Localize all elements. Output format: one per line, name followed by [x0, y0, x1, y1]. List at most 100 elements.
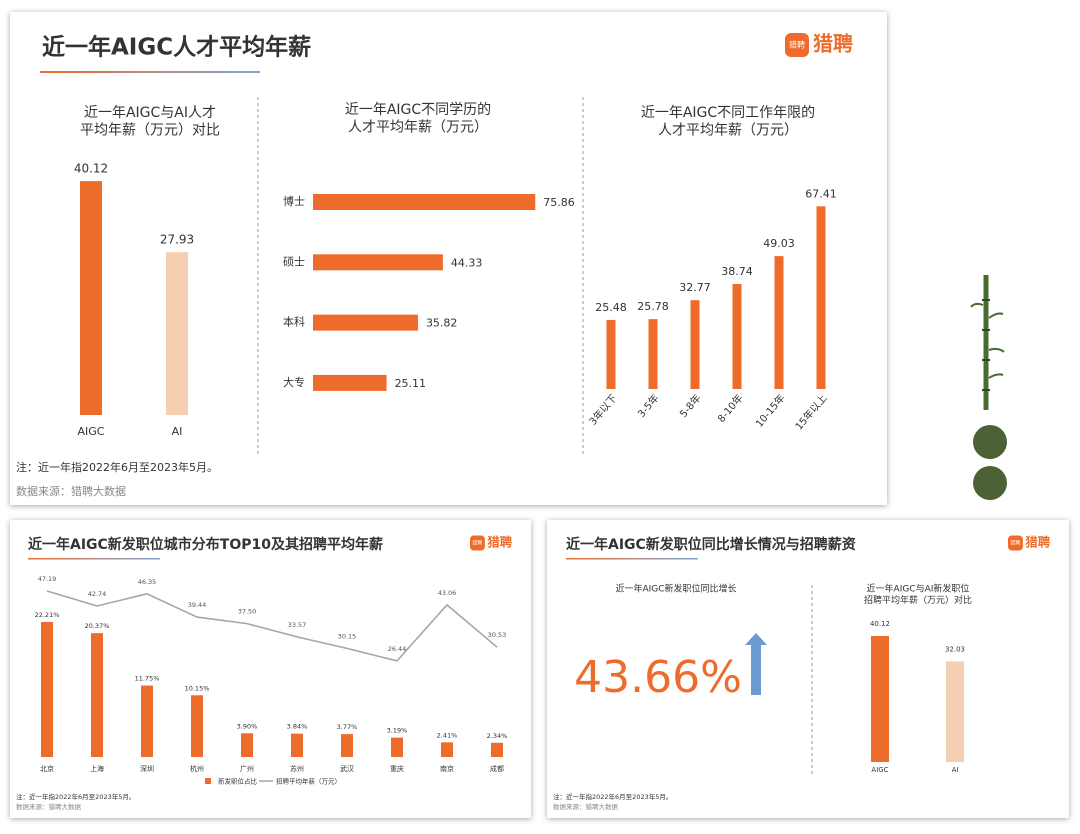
value-label: 20.37%: [85, 622, 110, 630]
value-label: 30.53: [488, 631, 507, 639]
logo-icon-text: 猎聘: [789, 40, 805, 50]
category-label: 武汉: [340, 764, 354, 773]
panel: [547, 520, 1069, 818]
value-label: 25.78: [637, 300, 669, 313]
value-label: 32.77: [679, 281, 711, 294]
category-label: 硕士: [283, 255, 305, 268]
value-label: 38.74: [721, 265, 753, 278]
value-label: 25.48: [595, 301, 627, 314]
value-label: 67.41: [805, 187, 837, 200]
bar: [946, 661, 964, 762]
stat-value: 43.66%: [574, 652, 742, 703]
logo-text: 猎聘: [487, 535, 512, 550]
value-label: 3.77%: [337, 723, 358, 731]
value-label: 3.19%: [387, 727, 408, 735]
bar: [648, 319, 658, 389]
value-label: 47.19: [38, 575, 57, 583]
underline: [40, 71, 260, 73]
category-label: AI: [952, 766, 959, 774]
bar: [141, 685, 153, 757]
category-label: 大专: [283, 375, 305, 389]
bar: [313, 314, 418, 331]
panel-title: 近一年AIGC新发职位城市分布TOP10及其招聘平均年薪: [28, 536, 383, 553]
chart-title: 近一年AIGC不同学历的: [345, 102, 491, 118]
chart-title: 近一年AIGC与AI人才: [84, 105, 216, 121]
bar: [391, 737, 403, 757]
arrow: [745, 633, 767, 695]
bar: [291, 733, 303, 757]
panel: [10, 12, 887, 505]
value-label: 33.57: [288, 621, 307, 629]
value-label: 43.06: [438, 589, 457, 597]
bar: [80, 181, 102, 415]
line: [46, 590, 498, 662]
underline: [566, 558, 698, 560]
panel-title: 近一年AIGC新发职位同比增长情况与招聘薪资: [566, 536, 856, 553]
category-label: 杭州: [190, 764, 204, 773]
category-label: 上海: [90, 764, 104, 773]
bar: [690, 300, 700, 389]
value-label: 75.86: [543, 196, 575, 209]
category-label: AI: [172, 425, 183, 438]
bar: [191, 695, 203, 757]
value-label: 37.50: [238, 608, 257, 616]
legend-label: 招聘平均年薪（万元）: [276, 777, 341, 786]
logo-icon: [1008, 535, 1023, 551]
value-label: 42.74: [88, 590, 107, 598]
category-label: 深圳: [140, 764, 154, 773]
logo-icon-text: 猎聘: [1010, 540, 1020, 547]
bar: [313, 374, 387, 391]
chart-title: 招聘平均年薪（万元）对比: [864, 594, 972, 606]
bar: [606, 319, 616, 389]
bar: [491, 742, 503, 757]
value-label: 40.12: [870, 620, 890, 628]
bar: [732, 284, 742, 389]
chart-title: 人才平均年薪（万元）: [348, 120, 488, 136]
note: 注：近一年指2022年6月至2023年5月。: [16, 792, 135, 801]
value-label: 2.34%: [487, 732, 508, 740]
stat-label: 近一年AIGC新发职位同比增长: [615, 583, 736, 595]
value-label: 26.44: [388, 645, 407, 653]
source: 数据来源：猎聘大数据: [553, 802, 619, 811]
panel-title: 近一年AIGC人才平均年薪: [42, 34, 311, 61]
bar: [91, 633, 103, 757]
category-label: 广州: [240, 764, 254, 773]
category-label: 成都: [490, 764, 504, 773]
value-label: 3.90%: [237, 722, 258, 730]
value-label: 40.12: [74, 162, 108, 176]
value-label: 25.11: [395, 377, 427, 390]
legend-label: 新发职位占比: [218, 777, 258, 786]
category-label: 苏州: [290, 764, 304, 773]
logo-icon-text: 猎聘: [472, 540, 482, 547]
bar: [774, 256, 784, 389]
value-label: 3.84%: [287, 723, 308, 731]
bar: [871, 636, 889, 762]
logo-icon: [470, 535, 485, 551]
logo-text: 猎聘: [813, 32, 853, 56]
value-label: 32.03: [945, 645, 965, 653]
bar: [441, 742, 453, 757]
category-label: 博士: [283, 195, 305, 208]
value-label: 44.33: [451, 256, 483, 269]
value-label: 11.75%: [135, 675, 160, 683]
bar: [816, 206, 826, 389]
decoration: [970, 275, 1007, 500]
value-label: 46.35: [138, 578, 157, 586]
underline: [28, 558, 160, 560]
source: 数据来源：猎聘大数据: [16, 802, 82, 811]
value-label: 39.44: [188, 601, 207, 609]
chart-title: 平均年薪（万元）对比: [80, 123, 220, 139]
bar: [41, 621, 53, 757]
logo-icon: [785, 33, 809, 57]
bar: [166, 252, 188, 415]
source: 数据来源：猎聘大数据: [16, 484, 126, 498]
bar: [313, 254, 443, 271]
bar: [313, 194, 536, 210]
value-label: 10.15%: [185, 684, 210, 692]
value-label: 49.03: [763, 237, 795, 250]
note: 注：近一年指2022年6月至2023年5月。: [553, 792, 672, 801]
category-label: AIGC: [78, 425, 105, 438]
chart-title: 近一年AIGC与AI新发职位: [867, 583, 970, 595]
chart-title: 人才平均年薪（万元）: [658, 123, 798, 139]
